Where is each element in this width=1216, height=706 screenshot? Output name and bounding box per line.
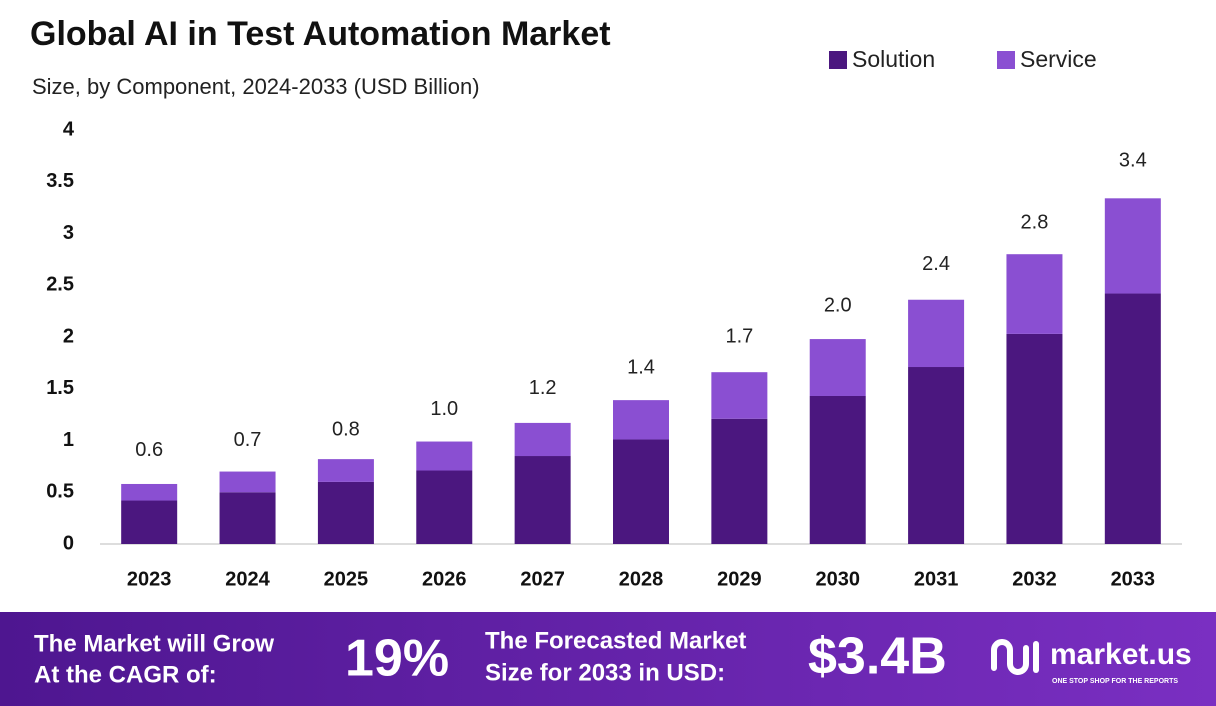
forecast-value: $3.4B [808, 628, 947, 686]
bar-segment [809, 395, 866, 544]
bar-segment [514, 456, 571, 544]
y-tick-label: 3.5 [46, 170, 74, 192]
bar-segment [416, 470, 473, 544]
y-tick-label: 1 [63, 429, 74, 451]
y-tick-label: 4 [63, 118, 75, 140]
bar-segment [613, 439, 669, 544]
bar-segment [1104, 293, 1161, 544]
y-tick-label: 1.5 [46, 377, 74, 399]
total-label: 0.8 [332, 418, 360, 440]
bar-segment [711, 418, 768, 544]
cagr-text: At the CAGR of: [34, 661, 217, 688]
legend-swatch [997, 51, 1015, 69]
total-label: 1.7 [725, 325, 753, 347]
x-tick-label: 2028 [619, 568, 664, 590]
x-tick-label: 2025 [324, 568, 369, 590]
legend-label: Solution [852, 46, 935, 72]
bar-segment [908, 367, 965, 544]
brand-logo [991, 639, 1039, 675]
x-tick-label: 2030 [815, 568, 860, 590]
total-label: 2.8 [1021, 211, 1049, 233]
total-label: 2.4 [922, 253, 950, 275]
brand-tagline: ONE STOP SHOP FOR THE REPORTS [1052, 678, 1178, 685]
bar-segment [121, 483, 178, 501]
chart-title: Global AI in Test Automation Market [30, 15, 611, 53]
bar-segment [1006, 254, 1063, 334]
forecast-text: Size for 2033 in USD: [485, 659, 725, 686]
brand-name: market.us [1050, 638, 1192, 671]
chart-subtitle: Size, by Component, 2024-2033 (USD Billi… [32, 74, 480, 99]
total-label: 0.7 [234, 429, 262, 451]
cagr-value: 19% [345, 630, 449, 688]
bar-segment [613, 400, 669, 440]
x-tick-label: 2031 [914, 568, 959, 590]
bar-segment [711, 372, 768, 419]
legend-label: Service [1020, 46, 1097, 72]
bar-segment [514, 422, 571, 457]
cagr-text: The Market will Grow [34, 630, 274, 657]
x-tick-label: 2032 [1012, 568, 1057, 590]
bar-segment [317, 481, 374, 544]
total-label: 1.0 [430, 398, 458, 420]
bar-segment [809, 339, 866, 396]
bar-segment [1006, 333, 1063, 544]
total-label: 1.2 [529, 377, 557, 399]
total-label: 1.4 [627, 356, 655, 378]
x-tick-label: 2026 [422, 568, 467, 590]
total-label: 3.4 [1119, 149, 1147, 171]
forecast-text: The Forecasted Market [485, 627, 746, 654]
total-label: 2.0 [824, 294, 852, 316]
x-tick-label: 2023 [127, 568, 172, 590]
bar-segment [219, 471, 276, 493]
x-tick-label: 2029 [717, 568, 762, 590]
y-tick-label: 0.5 [46, 481, 74, 503]
bar-segment [317, 459, 374, 482]
x-tick-label: 2033 [1111, 568, 1156, 590]
bar-segment [908, 299, 965, 368]
y-tick-label: 3 [63, 222, 74, 244]
y-tick-label: 2.5 [46, 274, 74, 296]
bar-segment [1104, 198, 1161, 294]
bar-segment [416, 441, 473, 471]
x-tick-label: 2024 [225, 568, 270, 590]
legend-swatch [829, 51, 847, 69]
total-label: 0.6 [135, 439, 163, 461]
y-tick-label: 0 [63, 532, 74, 554]
y-tick-label: 2 [63, 325, 74, 347]
footer-banner [0, 612, 1216, 706]
bar-segment [121, 500, 178, 544]
x-tick-label: 2027 [520, 568, 565, 590]
bar-segment [219, 492, 276, 544]
